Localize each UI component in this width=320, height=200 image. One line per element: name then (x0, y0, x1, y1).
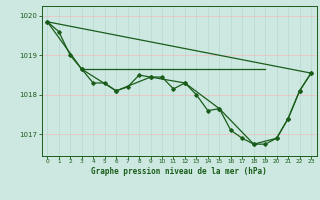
X-axis label: Graphe pression niveau de la mer (hPa): Graphe pression niveau de la mer (hPa) (91, 167, 267, 176)
